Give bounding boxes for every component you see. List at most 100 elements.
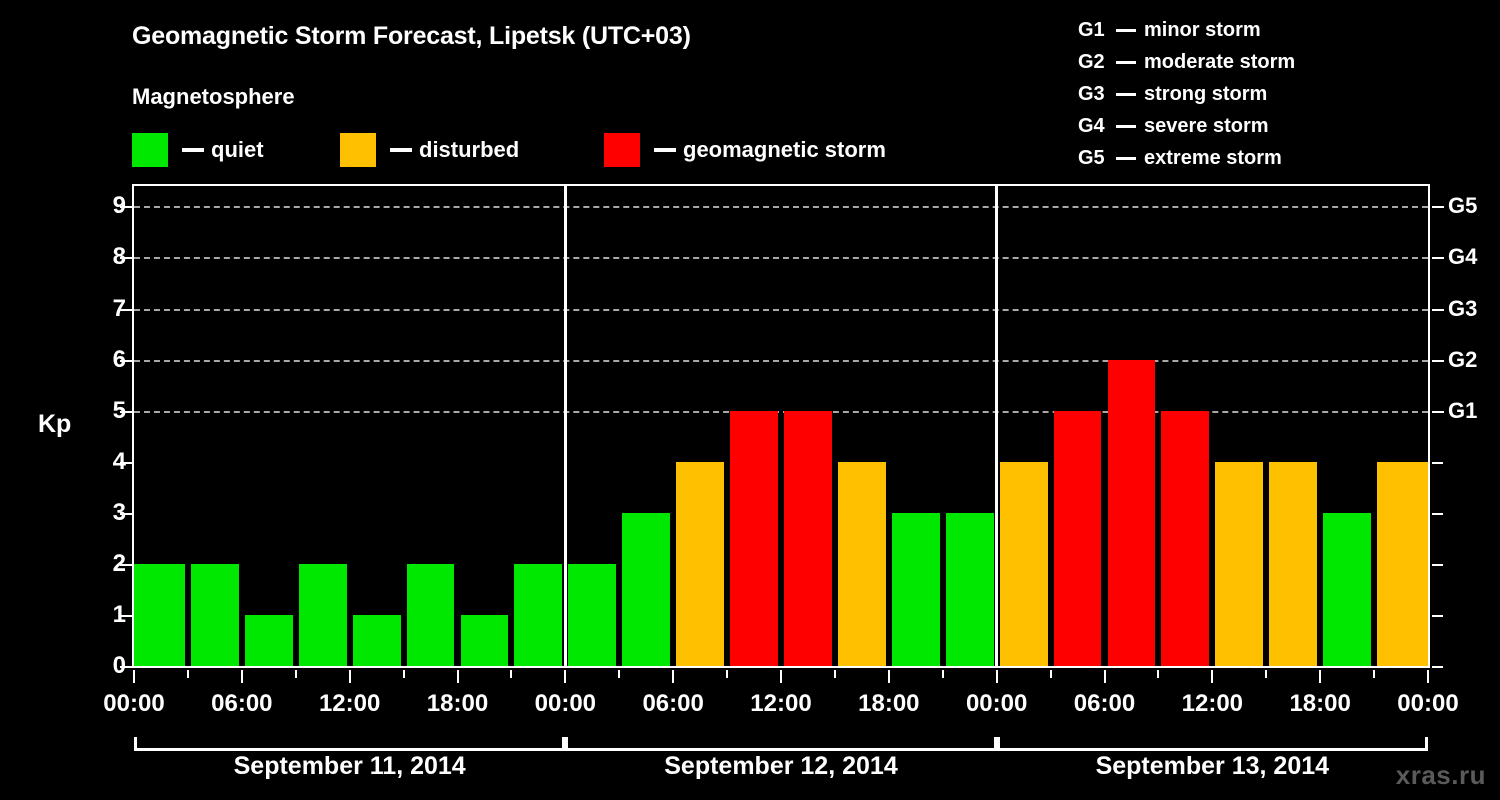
watermark: xras.ru (1395, 760, 1486, 790)
g-axis-label-G5: G5 (1448, 193, 1478, 219)
bar (1053, 410, 1102, 666)
g-legend-dash-icon (1116, 124, 1136, 128)
bar (891, 512, 940, 666)
g-legend-dash-icon (1116, 156, 1136, 160)
g-legend-text: strong storm (1144, 82, 1268, 105)
x-minor-tick (294, 670, 297, 678)
y-tick-mark (120, 461, 132, 464)
x-tick-label: 00:00 (534, 690, 597, 717)
x-minor-tick (186, 670, 189, 678)
y-tick-mark (120, 666, 132, 668)
x-tick-mark (780, 670, 782, 683)
g-legend-text: extreme storm (1144, 146, 1282, 169)
x-tick-mark (133, 670, 135, 683)
bar (730, 410, 778, 666)
x-tick-mark (887, 670, 890, 683)
x-minor-tick (941, 670, 944, 678)
gridline-kp-6 (134, 359, 1428, 362)
bar (1107, 359, 1156, 666)
right-minor-tick (1432, 666, 1443, 668)
g-legend-row-G4: G4 severe storm (1078, 110, 1295, 142)
x-tick-mark (1319, 670, 1322, 683)
x-tick-label: 12:00 (750, 690, 812, 717)
gridline-kp-5 (134, 410, 1428, 413)
x-minor-tick (726, 670, 729, 678)
y-tick-mark (120, 512, 132, 515)
x-tick-label: 00:00 (103, 690, 165, 717)
bar (1215, 461, 1264, 666)
x-minor-tick (510, 670, 513, 678)
y-tick-mark (120, 563, 132, 566)
day-separator (995, 186, 999, 666)
bar (999, 461, 1048, 666)
y-tick-label-0: 0 (86, 654, 126, 678)
legend-label: geomagnetic storm (683, 137, 886, 162)
y-tick-label-2: 2 (86, 551, 126, 576)
legend-dash-icon (390, 148, 412, 152)
x-minor-tick (1157, 670, 1160, 678)
legend-dash-icon (654, 148, 676, 152)
legend-dash-icon (182, 148, 204, 152)
y-tick-label-3: 3 (86, 500, 126, 525)
g-legend-row-G1: G1 minor storm (1078, 14, 1295, 46)
day-label: September 13, 2014 (1095, 752, 1330, 780)
bar (134, 563, 185, 666)
g-legend-row-G2: G2 moderate storm (1078, 46, 1295, 78)
bar (945, 512, 994, 666)
x-minor-tick (833, 670, 836, 678)
x-tick-label: 00:00 (965, 690, 1028, 717)
gridline-kp-8 (134, 257, 1428, 260)
legend-label: quiet (211, 137, 264, 162)
right-minor-tick (1432, 461, 1443, 464)
y-tick-mark (120, 206, 132, 209)
g-axis-label-G1: G1 (1448, 397, 1478, 423)
x-tick-mark (348, 670, 351, 683)
g-axis-tick-mark (1432, 359, 1444, 362)
x-minor-tick (618, 670, 621, 678)
bar (1323, 512, 1372, 666)
x-tick-label: 00:00 (1397, 690, 1459, 717)
bar (406, 563, 455, 666)
day-label: September 12, 2014 (664, 752, 898, 780)
right-minor-tick (1432, 512, 1443, 515)
x-minor-tick (1265, 670, 1268, 678)
g-axis-label-G2: G2 (1448, 346, 1478, 372)
bar (568, 563, 617, 666)
g-legend-dash-icon (1116, 92, 1136, 96)
bar (514, 563, 563, 666)
x-tick-mark (672, 670, 675, 683)
x-tick-label: 12:00 (318, 690, 381, 717)
g-legend-code: G1 (1078, 18, 1105, 41)
y-tick-mark (120, 308, 132, 311)
x-minor-tick (1049, 670, 1052, 678)
g-scale-legend: G1 minor storm G2 moderate storm G3 strong st… (1078, 14, 1295, 174)
x-tick-label: 12:00 (1181, 690, 1244, 717)
y-tick-label-8: 8 (86, 245, 126, 269)
bar (1161, 410, 1210, 666)
bar (190, 563, 239, 666)
y-tick-mark (120, 257, 132, 260)
y-tick-label-1: 1 (86, 602, 126, 627)
bar (784, 410, 832, 666)
g-legend-dash-icon (1116, 60, 1136, 64)
g-legend-code: G5 (1078, 146, 1105, 169)
bar (1377, 461, 1428, 666)
x-tick-mark (240, 670, 243, 683)
x-tick-mark (456, 670, 459, 683)
g-legend-text: severe storm (1144, 114, 1269, 137)
y-tick-label-5: 5 (86, 398, 126, 423)
right-minor-tick (1432, 614, 1443, 617)
g-axis-tick-mark (1432, 308, 1444, 311)
g-legend-code: G4 (1078, 114, 1105, 137)
day-separator (563, 186, 567, 666)
bar (298, 563, 347, 666)
g-axis-tick-mark (1432, 257, 1444, 260)
storm-swatch (604, 133, 640, 167)
x-tick-mark (1211, 670, 1214, 683)
g-axis-label-G4: G4 (1448, 244, 1478, 270)
day-bracket (565, 737, 997, 751)
bar (676, 461, 725, 666)
x-minor-tick (1373, 670, 1376, 678)
x-tick-label: 06:00 (642, 690, 704, 717)
